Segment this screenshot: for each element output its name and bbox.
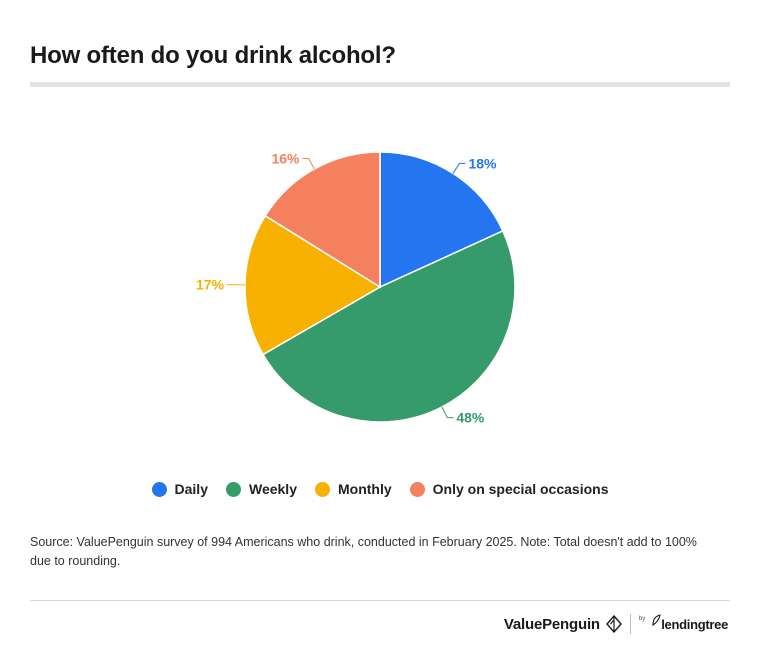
chart-legend: Daily Weekly Monthly Only on special occ… [0,481,760,497]
lendingtree-logo-text: lendingtree [661,616,728,632]
data-label-monthly: 17% [196,277,225,293]
data-label-daily: 18% [468,155,497,171]
legend-item-daily: Daily [151,481,208,497]
legend-item-weekly: Weekly [225,481,297,497]
pie-slice-daily [379,151,504,289]
brand-divider [629,614,631,634]
chart-title: How often do you drink alcohol? [30,42,396,69]
legend-swatch-special-occasions [409,481,425,497]
legend-label-monthly: Monthly [337,481,392,497]
data-label-weekly: 48% [456,410,485,426]
leader-line-weekly [441,406,454,419]
pie-slice-special-occasions [264,151,381,289]
legend-item-special-occasions: Only on special occasions [409,481,609,497]
brand-logos: ValuePenguin by lendingtree [504,614,728,634]
legend-label-weekly: Weekly [248,481,297,497]
pie-slice-monthly [244,214,382,356]
legend-item-monthly: Monthly [314,481,392,497]
source-note: Source: ValuePenguin survey of 994 Ameri… [30,535,697,568]
legend-swatch-monthly [314,481,330,497]
title-divider [30,82,730,87]
legend-swatch-daily [151,481,167,497]
legend-label-daily: Daily [174,481,208,497]
legend-label-special-occasions: Only on special occasions [432,481,609,497]
pie-slice-weekly [262,229,516,423]
footer-divider [30,600,730,601]
leaf-icon [652,614,661,626]
data-label-special-occasions: 16% [271,151,300,167]
leader-line-special-occasions [302,158,315,170]
legend-swatch-weekly [225,481,241,497]
penguin-diamond-icon [605,615,622,633]
pie-chart: 18% 48% 17% 16% [196,151,516,426]
valuepenguin-logo-text: ValuePenguin [503,615,600,633]
brand-by-text: by [638,616,646,622]
leader-line-daily [452,162,466,174]
